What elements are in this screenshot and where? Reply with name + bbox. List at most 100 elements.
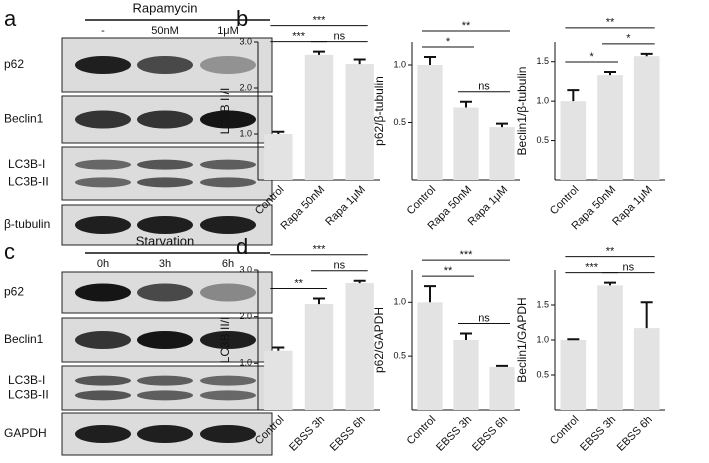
significance-label: *** bbox=[292, 31, 306, 43]
bar bbox=[345, 283, 374, 410]
bar bbox=[453, 340, 479, 410]
significance-label: ns bbox=[334, 260, 346, 272]
error-bar bbox=[640, 52, 653, 57]
error-bar bbox=[496, 122, 508, 128]
blot-band bbox=[200, 390, 256, 401]
bar bbox=[264, 134, 293, 180]
y-tick-label: 1.0 bbox=[536, 96, 549, 106]
significance-label: * bbox=[626, 33, 631, 45]
blot-band bbox=[137, 331, 193, 349]
panel-letter: a bbox=[4, 6, 17, 31]
protein-label: GAPDH bbox=[4, 426, 47, 440]
condition-label: 50nM bbox=[151, 25, 179, 37]
blot-band bbox=[75, 56, 131, 74]
protein-label: β-tubulin bbox=[4, 217, 50, 231]
blot-band bbox=[200, 375, 256, 386]
bar bbox=[560, 340, 587, 410]
blot-band bbox=[75, 390, 131, 401]
significance-label: ns bbox=[334, 31, 346, 43]
bar bbox=[633, 56, 660, 180]
error-bar bbox=[313, 50, 325, 55]
blot-band bbox=[75, 216, 131, 234]
blot-band bbox=[200, 425, 256, 443]
significance-label: ** bbox=[294, 277, 303, 289]
error-bar bbox=[460, 100, 472, 108]
bar bbox=[597, 75, 623, 180]
significance-label: ** bbox=[606, 17, 615, 29]
x-tick-label: Control bbox=[548, 414, 582, 448]
blot-band bbox=[75, 110, 131, 129]
protein-label: LC3B-I bbox=[8, 157, 45, 171]
bar bbox=[560, 101, 587, 180]
error-bar bbox=[424, 285, 436, 303]
bar bbox=[489, 366, 515, 410]
y-axis-label: LC3B II/I bbox=[218, 88, 232, 135]
bar bbox=[489, 127, 515, 180]
error-bar bbox=[567, 338, 580, 341]
significance-label: ** bbox=[462, 20, 471, 32]
error-bar bbox=[272, 130, 285, 134]
blot-band bbox=[137, 375, 193, 386]
protein-label: p62 bbox=[4, 285, 24, 299]
error-bar bbox=[424, 55, 436, 65]
y-tick-label: 2.0 bbox=[239, 311, 252, 321]
protein-label: LC3B-II bbox=[8, 175, 49, 189]
panel-letter: c bbox=[4, 239, 15, 264]
protein-label: p62 bbox=[4, 57, 24, 71]
blot-band bbox=[137, 56, 193, 74]
bar bbox=[345, 64, 374, 180]
blot-band bbox=[137, 216, 193, 234]
y-tick-label: 1.0 bbox=[393, 59, 406, 69]
y-tick-label: 0.5 bbox=[393, 117, 406, 127]
y-tick-label: 3.0 bbox=[239, 264, 252, 274]
significance-label: *** bbox=[313, 15, 327, 27]
condition-label: - bbox=[101, 25, 105, 37]
x-tick-label: Rapa 1μM bbox=[610, 184, 655, 229]
blot-band bbox=[137, 425, 193, 443]
y-tick-label: 1.5 bbox=[536, 56, 549, 66]
error-bar bbox=[460, 332, 472, 340]
blot-band bbox=[200, 331, 256, 349]
y-axis-label: p62/β-tubulin bbox=[372, 76, 386, 146]
treatment-label: Starvation bbox=[136, 233, 195, 248]
condition-label: 3h bbox=[159, 258, 171, 270]
y-axis-label: Beclin1/GAPDH bbox=[515, 297, 529, 382]
x-tick-label: EBSS 6h bbox=[470, 414, 510, 454]
error-bar bbox=[496, 364, 508, 367]
bar bbox=[633, 328, 660, 410]
error-bar bbox=[640, 301, 653, 329]
blot-band bbox=[75, 283, 131, 302]
bar bbox=[264, 350, 293, 410]
y-tick-label: 0.5 bbox=[536, 135, 549, 145]
y-axis-label: Beclin1/β-tubulin bbox=[515, 67, 529, 156]
blot-strip bbox=[61, 365, 273, 411]
blot-band bbox=[200, 110, 256, 129]
blot-band bbox=[75, 375, 131, 386]
significance-label: *** bbox=[585, 262, 599, 274]
bar bbox=[453, 107, 479, 180]
treatment-label: Rapamycin bbox=[132, 0, 197, 15]
x-tick-label: Control bbox=[548, 184, 582, 218]
y-tick-label: 0.5 bbox=[536, 369, 549, 379]
error-bar bbox=[272, 346, 285, 351]
blot-band bbox=[200, 159, 256, 170]
significance-label: ns bbox=[478, 81, 490, 93]
significance-label: ** bbox=[606, 246, 615, 258]
x-tick-label: Control bbox=[405, 184, 439, 218]
error-bar bbox=[604, 281, 616, 286]
significance-label: *** bbox=[313, 244, 327, 256]
y-tick-label: 2.0 bbox=[239, 82, 252, 92]
error-bar bbox=[604, 70, 616, 76]
bar bbox=[597, 285, 623, 410]
blot-band bbox=[75, 331, 131, 349]
blot-band bbox=[137, 159, 193, 170]
x-tick-label: EBSS 3h bbox=[287, 414, 327, 454]
protein-label: Beclin1 bbox=[4, 112, 44, 126]
significance-label: ** bbox=[444, 265, 453, 277]
x-tick-label: EBSS 6h bbox=[615, 414, 655, 454]
bar bbox=[417, 302, 443, 410]
blot-band bbox=[137, 110, 193, 129]
y-tick-label: 0.5 bbox=[393, 351, 406, 361]
error-bar bbox=[567, 89, 580, 102]
